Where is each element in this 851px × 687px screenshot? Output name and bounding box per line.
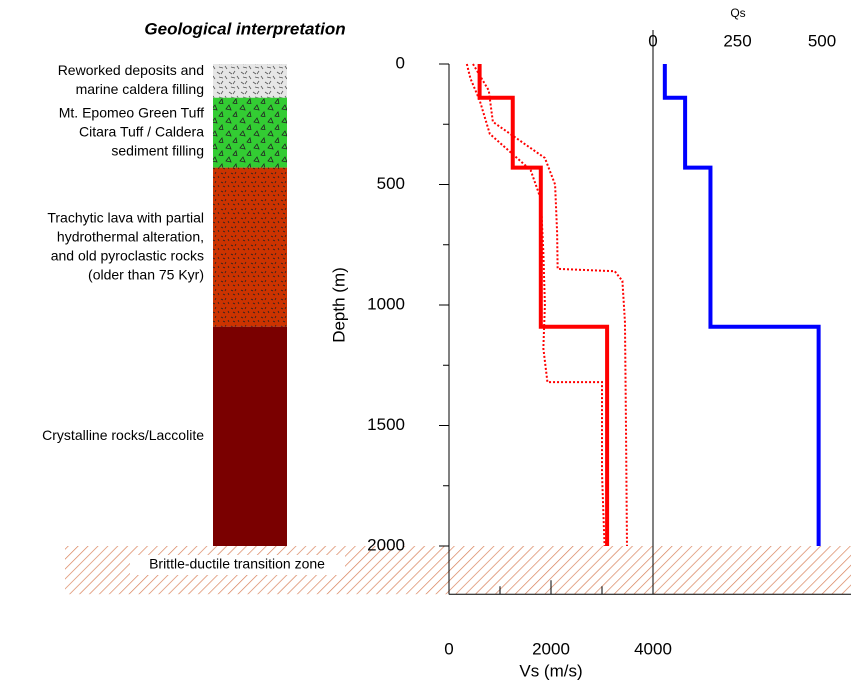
layer-texture [213, 97, 287, 168]
layer-label: and old pyroclastic rocks [51, 247, 204, 263]
layer-label: Citara Tuff / Caldera [79, 123, 204, 139]
column-title: Geological interpretation [144, 19, 345, 38]
layer-texture [213, 167, 287, 327]
layer-label: hydrothermal alteration, [57, 228, 204, 244]
x-tick-label: 2000 [532, 639, 570, 658]
layer-texture [213, 64, 287, 98]
x2-tick-label: 500 [808, 31, 836, 50]
layer [213, 326, 287, 546]
x2-tick-label: 0 [648, 31, 657, 50]
layer-label: Mt. Epomeo Green Tuff [59, 104, 204, 120]
zone-label: Brittle-ductile transition zone [149, 556, 325, 572]
x-axis-label: Vs (m/s) [519, 661, 582, 680]
zone-label-bg [130, 555, 345, 575]
y-tick-label: 500 [377, 174, 405, 193]
y-tick-label: 2000 [367, 535, 405, 554]
x-tick-label: 0 [444, 639, 453, 658]
layer-label: Reworked deposits and [58, 62, 204, 78]
profile-line [465, 63, 606, 547]
x2-tick-label: 250 [723, 31, 751, 50]
profile-line [477, 64, 610, 546]
y-tick-label: 0 [396, 53, 405, 72]
x-tick-label: 4000 [634, 639, 672, 658]
y-tick-label: 1500 [367, 415, 405, 434]
layer-label: marine caldera filling [76, 81, 204, 97]
layer-label: Trachytic lava with partial [47, 209, 204, 225]
layer-label: sediment filling [111, 142, 204, 158]
layer-label: (older than 75 Kyr) [88, 266, 204, 282]
x2-axis-label: Qs [730, 6, 745, 20]
y-axis-label: Depth (m) [329, 267, 348, 343]
layer-label: Crystalline rocks/Laccolite [42, 427, 204, 443]
profile-line [472, 63, 628, 547]
profile-line [662, 64, 821, 546]
y-tick-label: 1000 [367, 294, 405, 313]
